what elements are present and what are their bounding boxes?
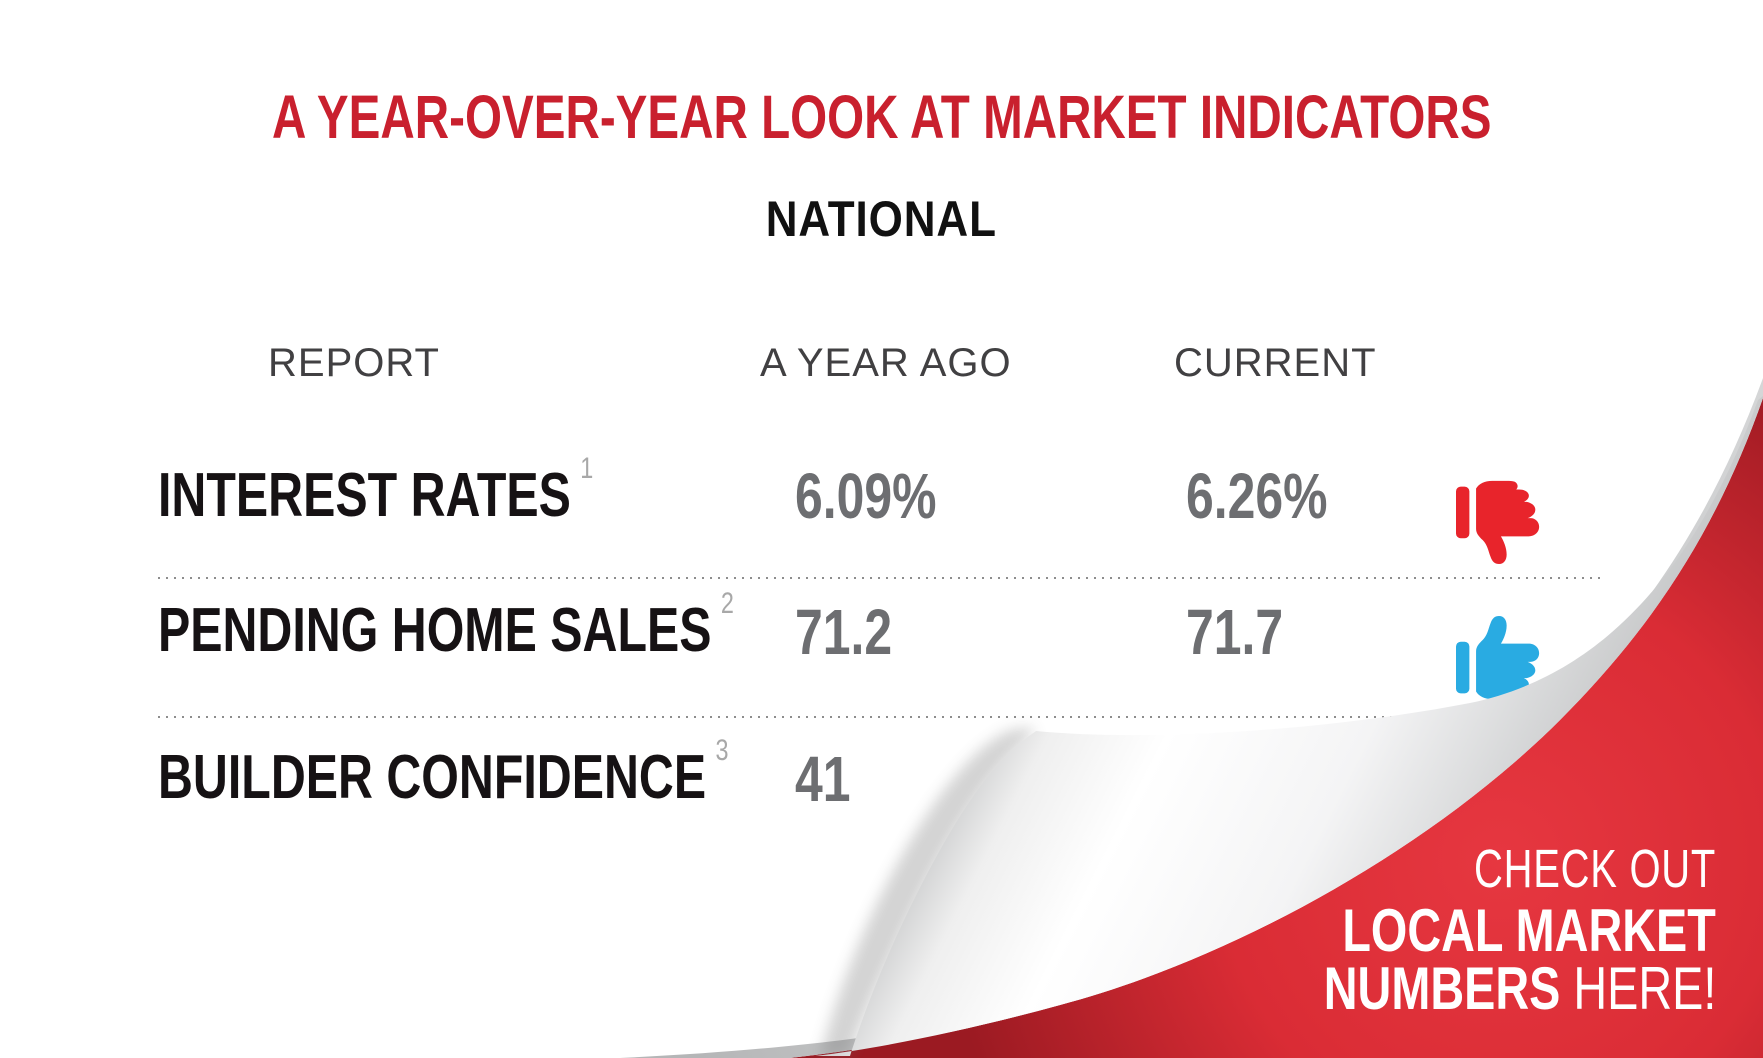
value-builder-confidence-year-ago: 41 bbox=[795, 743, 851, 815]
row-label-builder-confidence: BUILDER CONFIDENCE 3 bbox=[158, 734, 889, 813]
footnote-marker: 1 bbox=[580, 451, 594, 485]
value-interest-rates-year-ago: 6.09% bbox=[795, 460, 937, 532]
row-label-pending-home-sales: PENDING HOME SALES 2 bbox=[158, 587, 896, 666]
row-label-text: BUILDER CONFIDENCE bbox=[158, 743, 707, 812]
footnote-marker: 3 bbox=[715, 733, 729, 767]
thumbs-down-icon bbox=[1456, 480, 1540, 565]
cta-line-1[interactable]: CHECK OUT bbox=[1474, 839, 1716, 899]
row-label-text: PENDING HOME SALES bbox=[158, 596, 712, 665]
section-label-text: NATIONAL bbox=[765, 191, 998, 247]
column-header-report: REPORT bbox=[268, 341, 440, 385]
row-label-interest-rates: INTEREST RATES 1 bbox=[158, 452, 716, 531]
value-interest-rates-current: 6.26% bbox=[1186, 460, 1328, 532]
row-label-text: INTEREST RATES bbox=[158, 461, 571, 530]
value-pending-home-sales-current: 71.7 bbox=[1186, 596, 1284, 668]
section-label: NATIONAL bbox=[0, 190, 1763, 248]
page-title-text: A YEAR-OVER-YEAR LOOK AT MARKET INDICATO… bbox=[271, 83, 1492, 151]
row-separator bbox=[158, 716, 1458, 718]
cta-line-3-light: HERE! bbox=[1572, 955, 1716, 1022]
column-header-current: CURRENT bbox=[1174, 341, 1377, 385]
column-header-year-ago: A YEAR AGO bbox=[760, 341, 1012, 385]
page-title: A YEAR-OVER-YEAR LOOK AT MARKET INDICATO… bbox=[0, 82, 1763, 152]
thumbs-up-icon bbox=[1456, 615, 1540, 700]
cta-line-3-bold: NUMBERS bbox=[1323, 955, 1560, 1022]
value-pending-home-sales-year-ago: 71.2 bbox=[795, 596, 893, 668]
cta-line-3[interactable]: NUMBERS HERE! bbox=[1213, 954, 1716, 1023]
row-separator bbox=[158, 577, 1605, 579]
footnote-marker: 2 bbox=[720, 586, 734, 620]
